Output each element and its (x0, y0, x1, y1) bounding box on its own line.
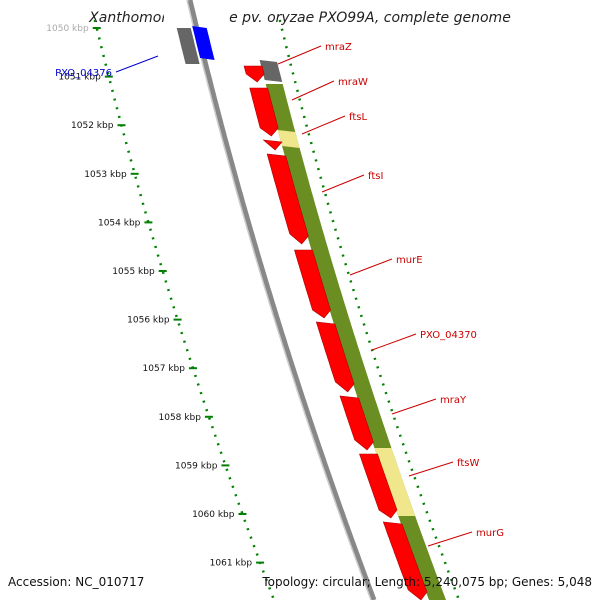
tick-label: 1061 kbp (210, 559, 253, 569)
gene-arrow (266, 153, 309, 245)
gene-label: PXO_04370 (420, 330, 477, 341)
gene-label: murG (476, 528, 504, 539)
tick-label: 1056 kbp (127, 316, 170, 326)
gene-label: ftsW (457, 458, 479, 469)
gc-skew-band (265, 84, 446, 600)
gene-label: mraY (440, 395, 467, 406)
tick-label: 1050 kbp (46, 24, 89, 34)
gene-label-leader (291, 80, 335, 101)
gene-label: murE (396, 255, 423, 266)
gene-arrow (262, 139, 283, 151)
gene-label-leader (408, 461, 454, 477)
accession-text: Accession: NC_010717 (8, 575, 145, 589)
gene-arrow (315, 321, 355, 393)
tick-label: 1055 kbp (112, 267, 155, 277)
gene-label-leader (115, 55, 159, 73)
gene-label-leader (427, 531, 473, 547)
tick-label: 1053 kbp (84, 170, 127, 180)
gene-block-gray (176, 28, 200, 64)
genome-backbone (187, 0, 377, 600)
gene-arrow (249, 87, 279, 137)
gene-label-leader (301, 115, 346, 135)
tick-label: 1054 kbp (98, 218, 141, 228)
gene-block-gray (259, 60, 283, 82)
gene-label: mraZ (325, 42, 352, 53)
genome-backbone-highlight (186, 0, 372, 600)
gene-arrow (382, 521, 428, 600)
gene-block-blue (192, 26, 215, 60)
tick-label: 1052 kbp (71, 121, 114, 131)
tick-label: 1057 kbp (143, 364, 186, 374)
gene-arrow (339, 395, 374, 451)
gene-label: ftsI (368, 171, 383, 182)
gene-label-leader (349, 258, 393, 276)
tick-label: 1059 kbp (175, 461, 218, 471)
outer-dotted-ring (278, 19, 461, 600)
gene-label: mraW (338, 77, 368, 88)
gene-arrow (294, 249, 331, 319)
gene-label-leader (371, 333, 417, 351)
gene-arrow (243, 65, 265, 83)
gc-low-segment (277, 130, 300, 148)
gc-low-segment (374, 448, 416, 516)
tick-label: 1060 kbp (192, 510, 235, 520)
gene-label: PXO_04376 (55, 68, 112, 79)
tick-label: 1058 kbp (159, 413, 202, 423)
gene-arrow (359, 453, 398, 519)
gene-label-leader (391, 398, 437, 415)
gene-label: ftsL (349, 112, 367, 123)
tick-label: 1051 kbp (58, 73, 101, 83)
gene-label-leader (277, 45, 322, 65)
gene-label-leader (321, 174, 365, 193)
map-background-band (160, 0, 409, 600)
genome-summary-text: Topology: circular; Length: 5,240,075 bp… (262, 575, 592, 589)
inner-dotted-ring (93, 19, 276, 600)
